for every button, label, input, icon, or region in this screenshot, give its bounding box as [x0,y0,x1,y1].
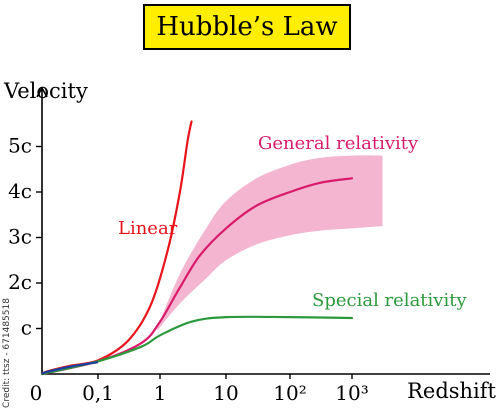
x-tick-label: 10³ [335,381,368,405]
series-line-0 [40,120,193,376]
side-credit-text: Credit: ttsz - 671485518 [2,298,12,408]
series-label-1: General relativity [258,133,419,154]
x-tick-label: 10² [273,381,306,405]
general-relativity-band [157,155,383,331]
series-line-2 [40,315,354,376]
series-label-0: Linear [118,218,178,239]
x-tick-label: 0 [30,381,43,405]
x-tick-label: 0,1 [82,381,114,405]
axes [36,86,490,379]
y-tick-label: 3c [8,225,32,249]
chart-title: Hubble’s Law [143,4,351,50]
labels-layer: c 2c 3c 4c 5c 0 0,1 1 10 10² 10³ Velocity Redshift Li… [3,79,497,405]
series-label-2: Special relativity [312,290,467,311]
y-tick-label: 5c [8,134,32,158]
y-axis-arrow [36,86,48,98]
side-credit: Credit: ttsz - 671485518 [0,298,14,408]
low-redshift-segment [41,361,99,376]
band-layer [157,155,383,331]
x-tick-label: 1 [154,381,167,405]
y-axis-label: Velocity [3,79,88,103]
x-axis-label: Redshift [407,379,496,403]
x-tick-label: 10 [213,381,238,405]
y-tick-label: 4c [8,179,32,203]
series-line-1 [40,177,354,376]
y-tick-label: c [21,316,32,340]
series-layer [40,120,354,376]
y-tick-label: 2c [8,270,32,294]
